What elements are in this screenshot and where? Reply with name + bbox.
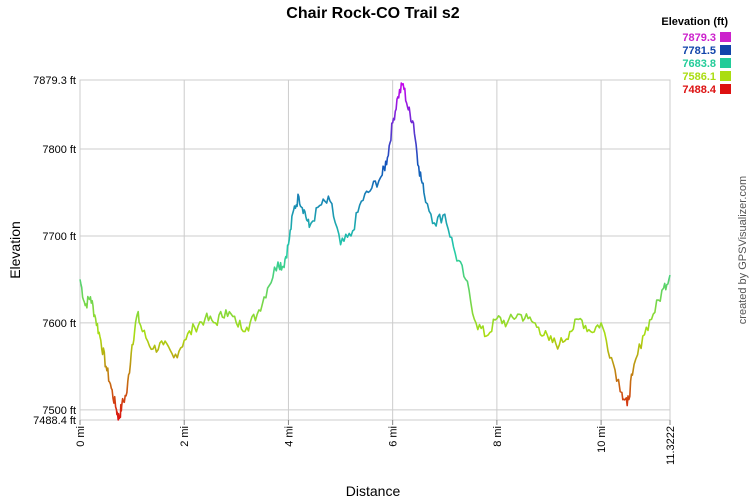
- legend-value: 7488.4: [682, 84, 717, 96]
- legend-swatch: [720, 58, 731, 68]
- y-tick-label: 7488.4 ft: [33, 415, 76, 427]
- x-tick-label: 10 mi: [596, 426, 608, 453]
- x-tick-label: 4 mi: [283, 426, 295, 447]
- x-tick-label: 2 mi: [179, 426, 191, 447]
- credit-text: created by GPSVisualizer.com: [737, 176, 749, 324]
- y-tick-label: 7700 ft: [42, 231, 76, 243]
- legend-swatch: [720, 84, 731, 94]
- y-tick-label: 7879.3 ft: [33, 75, 76, 87]
- x-tick-label: 11.3222: [665, 426, 677, 465]
- grid-lines: [79, 79, 671, 421]
- legend-swatch: [720, 45, 731, 55]
- y-axis-title: Elevation: [7, 221, 23, 279]
- x-tick-label: 0 mi: [75, 426, 87, 447]
- y-tick-label: 7600 ft: [42, 318, 76, 330]
- legend-value: 7586.1: [682, 71, 716, 83]
- legend-swatch: [720, 32, 731, 42]
- x-axis-title: Distance: [346, 483, 401, 499]
- legend-title: Elevation (ft): [661, 16, 728, 28]
- x-tick-label: 8 mi: [492, 426, 504, 447]
- elevation-line: [79, 82, 671, 421]
- x-tick-label: 6 mi: [388, 426, 400, 447]
- legend-swatch: [720, 71, 731, 81]
- legend-value: 7781.5: [682, 45, 716, 57]
- y-tick-label: 7500 ft: [42, 405, 76, 417]
- x-axis-ticks: 0 mi 2 mi 4 mi 6 mi 8 mi 10 mi 11.3222: [75, 420, 677, 465]
- legend-value: 7683.8: [682, 58, 716, 70]
- plot-area: [79, 79, 671, 421]
- legend-value: 7879.3: [682, 32, 716, 44]
- legend: Elevation (ft) 7879.37781.57683.87586.17…: [661, 16, 731, 96]
- chart-title: Chair Rock-CO Trail s2: [286, 5, 459, 22]
- y-tick-label: 7800 ft: [42, 144, 76, 156]
